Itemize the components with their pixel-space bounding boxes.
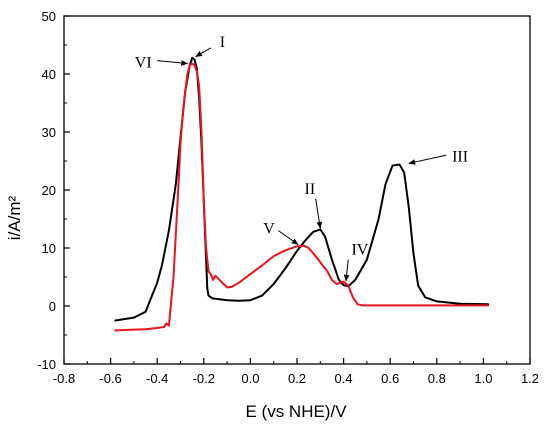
annotation-arrow (195, 47, 212, 58)
annotation-arrow (278, 230, 299, 245)
x-axis-title: E (vs NHE)/V (245, 402, 347, 421)
annotation-label: VI (135, 54, 152, 71)
y-tick-label: 0 (49, 299, 56, 314)
x-tick-label: 0.0 (241, 371, 259, 386)
x-tick-label: -0.2 (193, 371, 215, 386)
annotation-arrow (157, 60, 189, 66)
y-tick-label: 20 (42, 183, 56, 198)
y-tick-label: 10 (42, 241, 56, 256)
x-tick-label: 0.2 (288, 371, 306, 386)
y-tick-label: 30 (42, 125, 56, 140)
x-tick-label: -0.4 (146, 371, 168, 386)
annotation-label: I (220, 34, 225, 51)
x-tick-label: 0.4 (335, 371, 353, 386)
annotation-label: IV (351, 242, 368, 259)
annotation-label: V (263, 220, 275, 237)
annotation-label: II (304, 181, 315, 198)
x-tick-label: 1.2 (521, 371, 539, 386)
annotation-arrow (408, 154, 447, 165)
x-tick-label: 0.6 (381, 371, 399, 386)
x-tick-label: 0.8 (428, 371, 446, 386)
annotation-label: III (452, 148, 468, 165)
x-tick-label: -0.6 (99, 371, 121, 386)
y-axis-title: i/A/m² (5, 195, 24, 240)
series-line-red (114, 62, 490, 332)
x-tick-label: -0.8 (53, 371, 75, 386)
y-tick-label: 40 (42, 67, 56, 82)
y-tick-label: 50 (42, 9, 56, 24)
annotation-arrow (315, 198, 323, 229)
series-line-black (114, 56, 490, 322)
y-tick-label: -10 (37, 357, 56, 372)
plot-area: -0.8 -0.6 -0.4 -0.2 0.0 0.2 0.4 0.6 0.8 1.0 1.2 -10… (37, 9, 539, 386)
annotation-arrow (343, 259, 350, 282)
x-tick-label: 1.0 (474, 371, 492, 386)
